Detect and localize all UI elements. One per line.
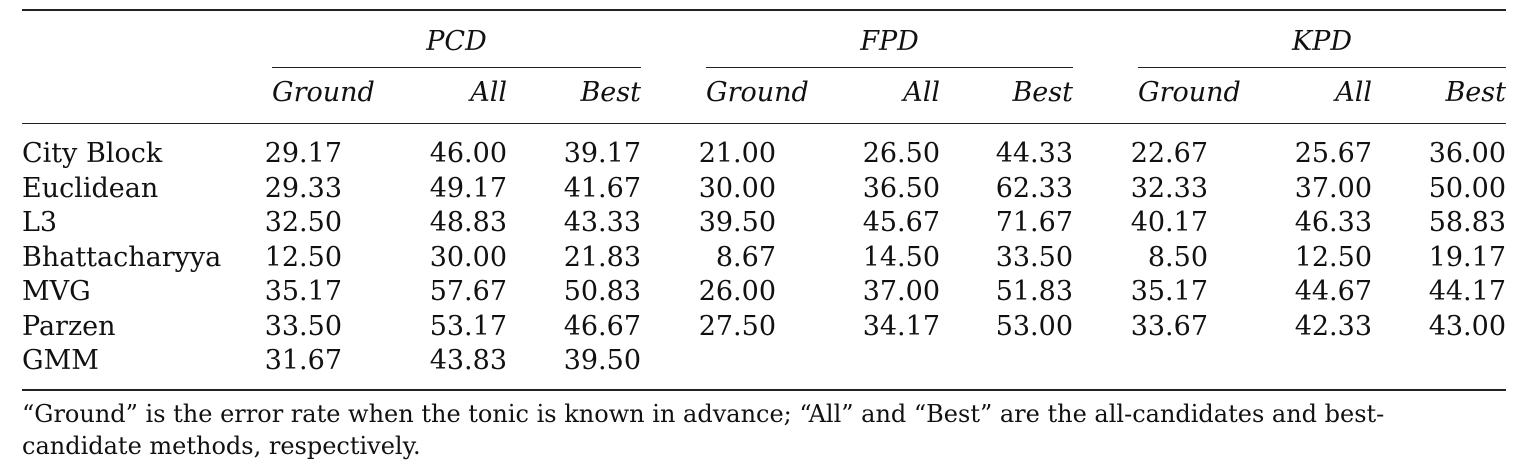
subheader-kpd-best: Best [1445,77,1506,108]
row-label: GMM [22,345,99,376]
group-header-fpd: FPD [860,26,919,57]
table-cell: 46.33 [1294,207,1372,238]
table-cell: 39.50 [698,207,776,238]
table-cell: 36.00 [1428,138,1506,169]
table-cell: 34.17 [862,311,940,342]
table-cell: 50.83 [563,276,641,307]
group-header-pcd: PCD [426,26,487,57]
group-rule-pcd [272,67,641,68]
bottom-rule [22,389,1506,391]
table-cell: 40.17 [1130,207,1208,238]
row-label: City Block [22,138,163,169]
table-cell: 49.17 [429,173,507,204]
table-cell: 35.17 [264,276,342,307]
row-label: L3 [22,207,58,238]
table-cell: 71.67 [995,207,1073,238]
table-cell: 46.00 [429,138,507,169]
table-cell: 36.50 [862,173,940,204]
subheader-kpd-all: All [1335,77,1372,108]
subheader-fpd-all: All [903,77,940,108]
table-cell: 14.50 [862,242,940,273]
subheader-fpd-best: Best [1012,77,1073,108]
table-cell: 25.67 [1294,138,1372,169]
table-cell: 44.67 [1294,276,1372,307]
table-cell: 57.67 [429,276,507,307]
table-cell: 33.50 [264,311,342,342]
table-cell: 22.67 [1130,138,1208,169]
table-cell: 39.17 [563,138,641,169]
table-cell: 12.50 [1294,242,1372,273]
top-rule [22,9,1506,11]
table-cell: 8.67 [715,242,776,273]
table-cell: 27.50 [698,311,776,342]
subheader-fpd-ground: Ground [706,77,809,108]
row-label: MVG [22,276,91,307]
table-cell: 44.33 [995,138,1073,169]
table-cell: 26.00 [698,276,776,307]
subheader-kpd-ground: Ground [1138,77,1241,108]
table-cell: 51.83 [995,276,1073,307]
table-cell: 50.00 [1428,173,1506,204]
table-cell: 19.17 [1428,242,1506,273]
table-cell: 33.50 [995,242,1073,273]
table-cell: 30.00 [429,242,507,273]
table-cell: 21.00 [698,138,776,169]
table-cell: 32.50 [264,207,342,238]
subheader-pcd-ground: Ground [272,77,375,108]
table-cell: 41.67 [563,173,641,204]
table-cell: 44.17 [1428,276,1506,307]
table-cell: 43.83 [429,345,507,376]
row-label: Parzen [22,311,116,342]
row-label: Euclidean [22,173,159,204]
table-footnote: “Ground” is the error rate when the toni… [22,400,1385,460]
table-cell: 32.33 [1130,173,1208,204]
table-cell: 37.00 [862,276,940,307]
table-cell: 42.33 [1294,311,1372,342]
table-cell: 39.50 [563,345,641,376]
group-rule-kpd [1138,67,1506,68]
row-label: Bhattacharyya [22,242,222,273]
table-cell: 53.00 [995,311,1073,342]
table-cell: 29.17 [264,138,342,169]
table-cell: 45.67 [862,207,940,238]
table-cell: 58.83 [1428,207,1506,238]
table-cell: 48.83 [429,207,507,238]
table-cell: 46.67 [563,311,641,342]
table-cell: 43.00 [1428,311,1506,342]
table-cell: 62.33 [995,173,1073,204]
table-cell: 31.67 [264,345,342,376]
header-rule [22,123,1506,124]
subheader-pcd-all: All [470,77,507,108]
group-rule-fpd [706,67,1073,68]
table-cell: 53.17 [429,311,507,342]
group-header-kpd: KPD [1292,26,1352,57]
table-cell: 37.00 [1294,173,1372,204]
table-cell: 30.00 [698,173,776,204]
table-cell: 12.50 [264,242,342,273]
table-cell: 8.50 [1147,242,1208,273]
table-cell: 43.33 [563,207,641,238]
table-cell: 29.33 [264,173,342,204]
table-cell: 35.17 [1130,276,1208,307]
table-cell: 33.67 [1130,311,1208,342]
table-cell: 21.83 [563,242,641,273]
table-cell: 26.50 [862,138,940,169]
subheader-pcd-best: Best [580,77,641,108]
